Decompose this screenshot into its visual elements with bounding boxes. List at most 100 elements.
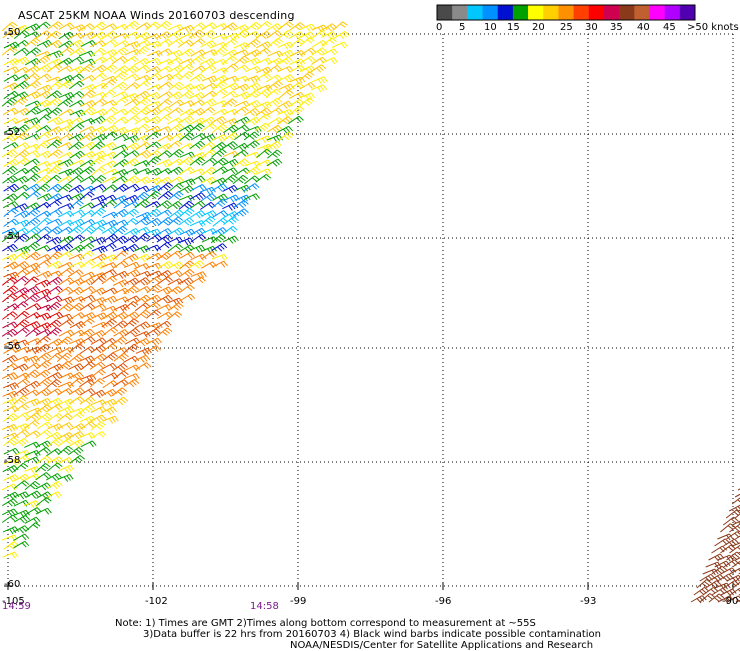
colorbar-swatch (619, 5, 635, 20)
wind-barb (114, 353, 129, 361)
wind-barb (2, 294, 17, 302)
wind-barb (312, 77, 328, 84)
wind-barb (202, 23, 217, 30)
wind-barb (103, 328, 118, 336)
wind-barb (234, 132, 249, 140)
wind-barb (4, 75, 19, 82)
wind-barb (2, 98, 17, 106)
wind-barb (25, 101, 41, 107)
wind-barb (59, 109, 74, 116)
wind-barb (69, 81, 84, 89)
wind-barb (58, 134, 73, 141)
wind-barb (222, 168, 237, 174)
colorbar-label: 20 (532, 22, 545, 33)
wind-barb (58, 423, 73, 429)
wind-barb (92, 65, 107, 72)
wind-barb (91, 370, 106, 378)
wind-barb (246, 101, 261, 108)
wind-barb (14, 500, 29, 506)
wind-barb (202, 91, 217, 98)
colorbar-label: 30 (585, 22, 598, 33)
wind-barb (102, 276, 117, 284)
wind-barb (224, 33, 240, 40)
colorbar-swatch (604, 5, 620, 20)
wind-barb (25, 399, 40, 406)
x-tick-label: -93 (580, 596, 596, 607)
wind-barb (244, 184, 259, 191)
wind-barb (233, 200, 248, 208)
wind-barb (245, 141, 260, 149)
wind-barb (81, 441, 96, 447)
wind-barb (158, 82, 173, 89)
wind-barb (24, 159, 39, 166)
wind-barb (2, 535, 18, 541)
wind-barb (157, 287, 173, 294)
wind-barb (146, 101, 161, 107)
wind-barb (124, 374, 139, 380)
wind-barb (135, 322, 150, 329)
wind-barb (289, 99, 304, 107)
wind-barb (167, 50, 183, 57)
wind-barb (2, 150, 17, 158)
colorbar-label: 15 (507, 22, 520, 33)
wind-barb (36, 260, 51, 267)
wind-barb (114, 184, 129, 192)
wind-barb (3, 355, 18, 362)
wind-barb (113, 98, 128, 106)
wind-barb (70, 313, 85, 320)
wind-barb (58, 465, 73, 472)
colorbar-swatch (680, 5, 696, 20)
wind-barb (3, 176, 18, 184)
wind-barb (256, 73, 271, 80)
wind-barb (212, 254, 227, 260)
wind-barb (3, 383, 19, 390)
wind-barb (268, 38, 283, 46)
wind-barb (277, 101, 292, 108)
wind-barb (135, 65, 150, 72)
wind-barb (26, 523, 41, 532)
wind-barb (15, 74, 30, 80)
wind-barb (15, 269, 30, 277)
wind-barb (47, 200, 62, 208)
wind-barb (179, 167, 194, 175)
wind-barb (190, 100, 205, 107)
wind-barb (244, 32, 259, 38)
colorbar-swatch (513, 5, 529, 20)
wind-barb (69, 303, 84, 311)
wind-barb (124, 379, 139, 386)
wind-barb (158, 74, 173, 80)
wind-barb (35, 370, 50, 378)
wind-barb (288, 116, 303, 123)
wind-barb (4, 542, 19, 550)
wind-barb (91, 127, 106, 134)
wind-barb (211, 142, 226, 150)
wind-barb (223, 39, 238, 47)
colorbar-label: 35 (610, 22, 623, 33)
wind-barb (101, 116, 116, 124)
wind-barb (24, 442, 40, 448)
wind-barb (124, 365, 140, 371)
wind-barb (80, 192, 95, 200)
wind-barb (200, 202, 215, 209)
wind-barb-corner (715, 539, 730, 546)
wind-barb (200, 107, 215, 115)
wind-barb (103, 416, 118, 423)
wind-barb (92, 254, 107, 261)
colorbar-label: >50 knots (687, 22, 739, 33)
colorbar-swatch (467, 5, 483, 20)
wind-barb (14, 474, 29, 482)
wind-barb (47, 389, 62, 396)
wind-barb (15, 328, 30, 336)
wind-barb (4, 91, 19, 98)
wind-barb (169, 191, 184, 199)
note-line-2: 3)Data buffer is 22 hrs from 20160703 4)… (143, 629, 601, 640)
wind-barb (47, 328, 62, 336)
wind-barb (113, 297, 129, 303)
wind-barb (191, 50, 206, 57)
wind-barb (136, 107, 151, 115)
wind-barb (79, 356, 94, 363)
wind-barb (3, 475, 18, 482)
note-line-1: Note: 1) Times are GMT 2)Times along bot… (115, 618, 536, 629)
wind-barb (123, 356, 138, 362)
